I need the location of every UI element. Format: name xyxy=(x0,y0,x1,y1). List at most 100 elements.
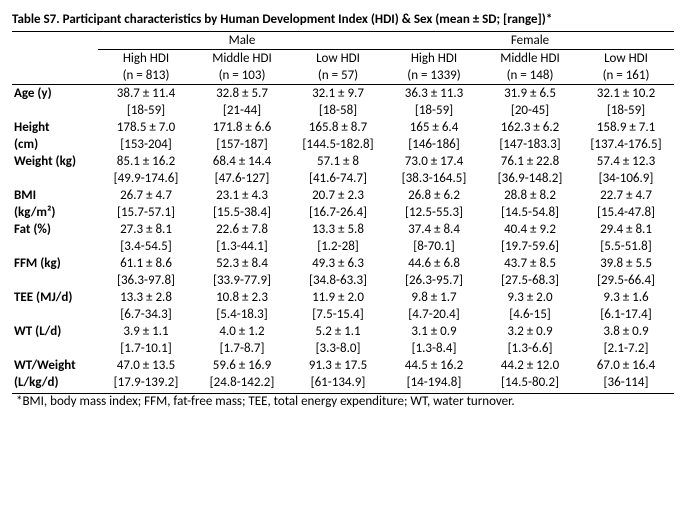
cell-value: 22.7 ± 4.7 xyxy=(578,187,674,204)
n-male-middle: (n = 103) xyxy=(194,67,290,85)
cell-range: [1.3-6.6] xyxy=(482,340,578,357)
cell-value: 178.5 ± 7.0 xyxy=(98,119,194,136)
cell-value: 68.4 ± 14.4 xyxy=(194,153,290,170)
cell-range: [26.3-95.7] xyxy=(386,272,482,289)
n-female-high: (n = 1339) xyxy=(386,67,482,85)
cell-range: [12.5-55.3] xyxy=(386,204,482,221)
cell-value: 73.0 ± 17.4 xyxy=(386,153,482,170)
n-male-low: (n = 57) xyxy=(290,67,386,85)
cell-range: [61-134.9] xyxy=(290,374,386,391)
cell-value: 59.6 ± 16.9 xyxy=(194,357,290,374)
cell-value: 5.2 ± 1.1 xyxy=(290,323,386,340)
header-middle-hdi-m: Middle HDI xyxy=(194,50,290,68)
cell-value: 26.7 ± 4.7 xyxy=(98,187,194,204)
cell-value: 61.1 ± 8.6 xyxy=(98,255,194,272)
cell-value: 23.1 ± 4.3 xyxy=(194,187,290,204)
cell-range: [34-106.9] xyxy=(578,170,674,187)
cell-value: 20.7 ± 2.3 xyxy=(290,187,386,204)
cell-range: [2.1-7.2] xyxy=(578,340,674,357)
cell-range: [47.6-127] xyxy=(194,170,290,187)
cell-value: 28.8 ± 8.2 xyxy=(482,187,578,204)
data-table: Male Female High HDI Middle HDI Low HDI … xyxy=(12,31,674,391)
cell-range: [33.9-77.9] xyxy=(194,272,290,289)
cell-value: 36.3 ± 11.3 xyxy=(386,85,482,103)
cell-range: [144.5-182.8] xyxy=(290,136,386,153)
cell-value: 32.1 ± 9.7 xyxy=(290,85,386,103)
cell-value: 27.3 ± 8.1 xyxy=(98,221,194,238)
row-label: FFM (kg) xyxy=(12,255,98,272)
cell-value: 47.0 ± 13.5 xyxy=(98,357,194,374)
cell-value: 39.8 ± 5.5 xyxy=(578,255,674,272)
cell-range: [21-44] xyxy=(194,102,290,119)
cell-value: 3.9 ± 1.1 xyxy=(98,323,194,340)
cell-range: [6.1-17.4] xyxy=(578,306,674,323)
cell-value: 32.1 ± 10.2 xyxy=(578,85,674,103)
row-label: Weight (kg) xyxy=(12,153,98,170)
header-female: Female xyxy=(386,32,674,50)
cell-range: [1.2-28] xyxy=(290,238,386,255)
cell-range: [5.5-51.8] xyxy=(578,238,674,255)
cell-value: 85.1 ± 16.2 xyxy=(98,153,194,170)
cell-value: 9.8 ± 1.7 xyxy=(386,289,482,306)
cell-value: 91.3 ± 17.5 xyxy=(290,357,386,374)
row-label xyxy=(12,102,98,119)
cell-range: [19.7-59.6] xyxy=(482,238,578,255)
cell-value: 31.9 ± 6.5 xyxy=(482,85,578,103)
cell-range: [4.6-15] xyxy=(482,306,578,323)
footnote: *BMI, body mass index; FFM, fat-free mas… xyxy=(12,393,674,409)
n-female-middle: (n = 148) xyxy=(482,67,578,85)
row-label: (L/kg/d) xyxy=(12,374,98,391)
cell-value: 3.2 ± 0.9 xyxy=(482,323,578,340)
row-label xyxy=(12,340,98,357)
row-label xyxy=(12,170,98,187)
n-female-low: (n = 161) xyxy=(578,67,674,85)
cell-range: [49.9-174.6] xyxy=(98,170,194,187)
cell-value: 29.4 ± 8.1 xyxy=(578,221,674,238)
cell-range: [18-58] xyxy=(290,102,386,119)
cell-value: 171.8 ± 6.6 xyxy=(194,119,290,136)
cell-range: [18-59] xyxy=(386,102,482,119)
cell-range: [1.3-44.1] xyxy=(194,238,290,255)
cell-range: [14-194.8] xyxy=(386,374,482,391)
cell-range: [20-45] xyxy=(482,102,578,119)
cell-range: [36.9-148.2] xyxy=(482,170,578,187)
row-label: Age (y) xyxy=(12,85,98,103)
header-middle-hdi-f: Middle HDI xyxy=(482,50,578,68)
cell-value: 165 ± 6.4 xyxy=(386,119,482,136)
cell-range: [34.8-63.3] xyxy=(290,272,386,289)
cell-value: 22.6 ± 7.8 xyxy=(194,221,290,238)
cell-value: 38.7 ± 11.4 xyxy=(98,85,194,103)
cell-value: 52.3 ± 8.4 xyxy=(194,255,290,272)
cell-range: [36-114] xyxy=(578,374,674,391)
cell-value: 158.9 ± 7.1 xyxy=(578,119,674,136)
cell-value: 26.8 ± 6.2 xyxy=(386,187,482,204)
row-label: WT/Weight xyxy=(12,357,98,374)
row-label xyxy=(12,238,98,255)
cell-value: 3.8 ± 0.9 xyxy=(578,323,674,340)
cell-range: [18-59] xyxy=(578,102,674,119)
cell-value: 49.3 ± 6.3 xyxy=(290,255,386,272)
cell-range: [15.4-47.8] xyxy=(578,204,674,221)
row-label: (cm) xyxy=(12,136,98,153)
cell-value: 9.3 ± 2.0 xyxy=(482,289,578,306)
cell-range: [16.7-26.4] xyxy=(290,204,386,221)
cell-value: 57.4 ± 12.3 xyxy=(578,153,674,170)
cell-range: [29.5-66.4] xyxy=(578,272,674,289)
cell-value: 76.1 ± 22.8 xyxy=(482,153,578,170)
cell-range: [153-204] xyxy=(98,136,194,153)
cell-range: [6.7-34.3] xyxy=(98,306,194,323)
cell-range: [41.6-74.7] xyxy=(290,170,386,187)
cell-range: [14.5-54.8] xyxy=(482,204,578,221)
cell-range: [5.4-18.3] xyxy=(194,306,290,323)
row-label: (kg/m²) xyxy=(12,204,98,221)
cell-value: 162.3 ± 6.2 xyxy=(482,119,578,136)
cell-value: 40.4 ± 9.2 xyxy=(482,221,578,238)
cell-range: [4.7-20.4] xyxy=(386,306,482,323)
row-label: TEE (MJ/d) xyxy=(12,289,98,306)
cell-range: [15.5-38.4] xyxy=(194,204,290,221)
table-title: Table S7. Participant characteristics by… xyxy=(12,12,674,27)
cell-range: [146-186] xyxy=(386,136,482,153)
cell-range: [1.7-8.7] xyxy=(194,340,290,357)
cell-range: [147-183.3] xyxy=(482,136,578,153)
cell-value: 37.4 ± 8.4 xyxy=(386,221,482,238)
